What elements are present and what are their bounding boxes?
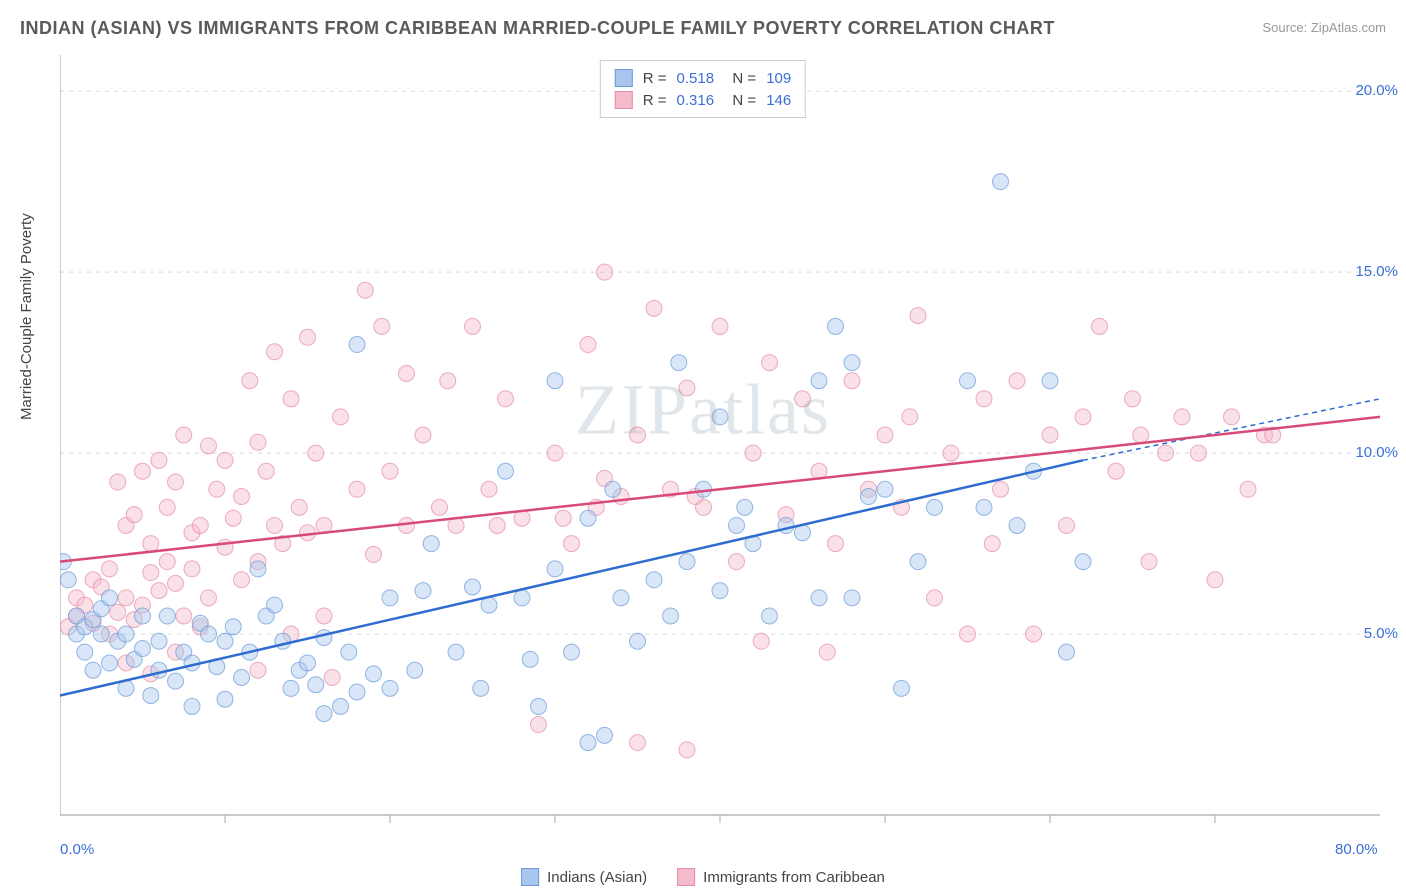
- y-tick-label: 5.0%: [1364, 625, 1398, 642]
- source-label: Source: ZipAtlas.com: [1262, 20, 1386, 35]
- legend-n-label: N =: [724, 92, 756, 109]
- legend-item: Immigrants from Caribbean: [677, 868, 885, 886]
- legend-n-label: N =: [724, 70, 756, 87]
- series-legend: Indians (Asian) Immigrants from Caribbea…: [521, 868, 885, 886]
- y-tick-label: 15.0%: [1355, 263, 1398, 280]
- y-tick-label: 10.0%: [1355, 444, 1398, 461]
- legend-row: R = 0.316 N = 146: [615, 89, 791, 111]
- legend-r-value: 0.316: [677, 92, 715, 109]
- correlation-legend: R = 0.518 N = 109 R = 0.316 N = 146: [600, 60, 806, 118]
- legend-item: Indians (Asian): [521, 868, 647, 886]
- y-tick-label: 20.0%: [1355, 82, 1398, 99]
- x-tick-label: 0.0%: [60, 841, 94, 858]
- x-tick-label: 80.0%: [1335, 841, 1378, 858]
- legend-label: Immigrants from Caribbean: [703, 869, 885, 886]
- chart-area: [60, 55, 1390, 835]
- legend-r-label: R =: [643, 92, 667, 109]
- legend-n-value: 146: [766, 92, 791, 109]
- y-axis-label: Married-Couple Family Poverty: [18, 213, 35, 420]
- legend-r-label: R =: [643, 70, 667, 87]
- legend-r-value: 0.518: [677, 70, 715, 87]
- legend-swatch-pink: [615, 91, 633, 109]
- legend-label: Indians (Asian): [547, 869, 647, 886]
- legend-row: R = 0.518 N = 109: [615, 67, 791, 89]
- legend-swatch: [521, 868, 539, 886]
- scatter-chart: [60, 55, 1390, 835]
- legend-swatch: [677, 868, 695, 886]
- chart-title: INDIAN (ASIAN) VS IMMIGRANTS FROM CARIBB…: [20, 18, 1055, 39]
- legend-n-value: 109: [766, 70, 791, 87]
- legend-swatch-blue: [615, 69, 633, 87]
